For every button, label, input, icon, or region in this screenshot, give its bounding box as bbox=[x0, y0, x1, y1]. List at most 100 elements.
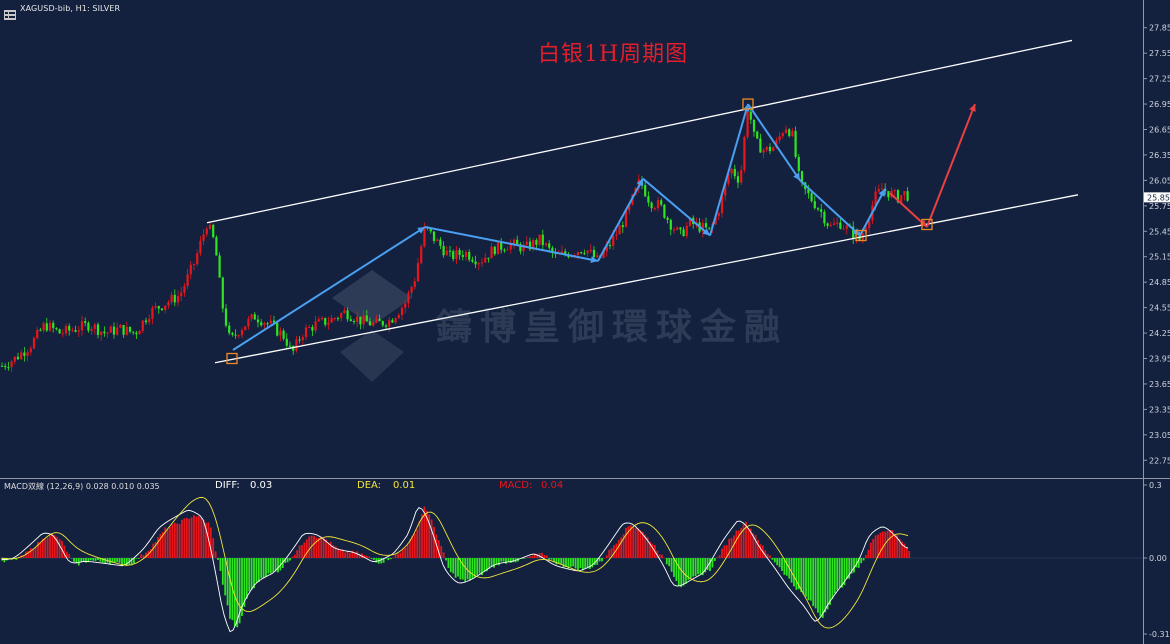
macd-bar bbox=[193, 515, 195, 558]
candle-body bbox=[644, 184, 647, 197]
macd-bar bbox=[137, 558, 140, 559]
macd-bar bbox=[469, 558, 471, 581]
macd-bar bbox=[893, 534, 896, 558]
channel-lower-line bbox=[214, 194, 1079, 364]
candle-body bbox=[471, 259, 474, 262]
candle-body bbox=[621, 225, 624, 228]
macd-bar bbox=[82, 558, 85, 562]
macd-bar bbox=[418, 520, 421, 558]
macd-bar bbox=[841, 558, 843, 588]
macd-bar bbox=[89, 558, 92, 561]
candle-body bbox=[528, 241, 532, 250]
macd-bar bbox=[649, 541, 651, 558]
macd-bar bbox=[754, 535, 757, 558]
candle-body bbox=[58, 329, 61, 334]
candle-body bbox=[519, 244, 522, 252]
wave-segment bbox=[709, 103, 749, 236]
candle-body bbox=[781, 133, 784, 137]
pivot-marker bbox=[855, 229, 867, 242]
macd-bar bbox=[279, 558, 282, 571]
macd-bar bbox=[833, 558, 836, 594]
macd-bar bbox=[260, 558, 263, 579]
candle-body bbox=[605, 245, 608, 252]
macd-bar bbox=[385, 558, 387, 559]
wave-segment-head bbox=[742, 104, 750, 112]
macd-bar bbox=[639, 530, 642, 558]
macd-bar bbox=[401, 549, 404, 558]
macd-bar bbox=[713, 558, 716, 561]
macd-bar bbox=[627, 526, 630, 558]
macd-bar bbox=[632, 526, 635, 558]
candle-body bbox=[740, 170, 743, 183]
candle-body bbox=[244, 326, 247, 331]
candle-body bbox=[474, 261, 477, 265]
macd-bar bbox=[464, 558, 467, 582]
candle-body bbox=[400, 307, 404, 315]
macd-bar bbox=[217, 558, 219, 560]
macd-bar bbox=[27, 550, 30, 558]
macd-bar bbox=[413, 533, 416, 558]
candle-body bbox=[541, 234, 544, 246]
macd-bar bbox=[706, 558, 709, 571]
macd-bar bbox=[452, 558, 455, 574]
macd-bar bbox=[673, 558, 675, 577]
candle-body bbox=[647, 196, 650, 203]
candle-body bbox=[68, 325, 71, 331]
macd-bar bbox=[308, 536, 311, 558]
candle-body bbox=[436, 239, 439, 242]
macd-bar bbox=[248, 558, 251, 592]
macd-bar bbox=[526, 556, 529, 558]
candle-body bbox=[340, 313, 343, 319]
candle-body bbox=[420, 246, 423, 264]
candle-body bbox=[714, 216, 717, 225]
candle-body bbox=[720, 195, 724, 214]
pivot-marker bbox=[226, 352, 238, 365]
macd-bar bbox=[209, 527, 212, 558]
macd-bar bbox=[838, 558, 841, 588]
wave-segment bbox=[747, 103, 801, 181]
macd-bar bbox=[29, 548, 32, 558]
macd-bar bbox=[173, 522, 176, 558]
candle-body bbox=[391, 320, 394, 323]
candle-body bbox=[752, 119, 756, 132]
candle-body bbox=[151, 307, 154, 319]
dea-label: DEA: bbox=[357, 480, 382, 491]
macd-bar bbox=[238, 558, 241, 624]
macd-bar bbox=[881, 531, 884, 558]
candle-body bbox=[154, 306, 157, 308]
macd-bar bbox=[166, 529, 169, 558]
candle-body bbox=[893, 190, 896, 192]
candle-body bbox=[589, 249, 592, 251]
macd-bar bbox=[490, 558, 493, 567]
macd-bar bbox=[572, 558, 575, 567]
macd-bar bbox=[97, 558, 99, 560]
macd-bar bbox=[819, 558, 822, 617]
macd-bar bbox=[675, 558, 678, 581]
candle-body bbox=[832, 223, 836, 225]
macd-bar bbox=[740, 527, 743, 558]
chart-title: 白银1H周期图 bbox=[538, 42, 689, 67]
candle-body bbox=[336, 318, 340, 320]
macd-bar bbox=[862, 558, 865, 561]
macd-bar bbox=[171, 524, 174, 558]
watermark-text: 鑄博皇御環球金融 bbox=[436, 307, 789, 348]
macd-bar bbox=[435, 534, 438, 558]
macd-bar bbox=[608, 549, 611, 558]
macd-bar bbox=[363, 555, 366, 558]
macd-bar bbox=[130, 558, 133, 566]
macd-bar bbox=[565, 558, 567, 568]
candle-body bbox=[260, 322, 263, 326]
macd-bar bbox=[577, 558, 579, 571]
macd-bar bbox=[836, 558, 839, 591]
price-tick-label: 27.25 bbox=[1149, 75, 1170, 84]
candle-body bbox=[429, 227, 432, 232]
macd-bar bbox=[879, 532, 882, 558]
macd-bar bbox=[358, 553, 361, 558]
macd-bar bbox=[711, 558, 714, 568]
candle-body bbox=[797, 156, 800, 172]
candle-body bbox=[516, 239, 519, 245]
macd-bar bbox=[243, 558, 246, 607]
price-tick-label: 23.35 bbox=[1149, 405, 1170, 414]
macd-bar bbox=[541, 552, 543, 558]
